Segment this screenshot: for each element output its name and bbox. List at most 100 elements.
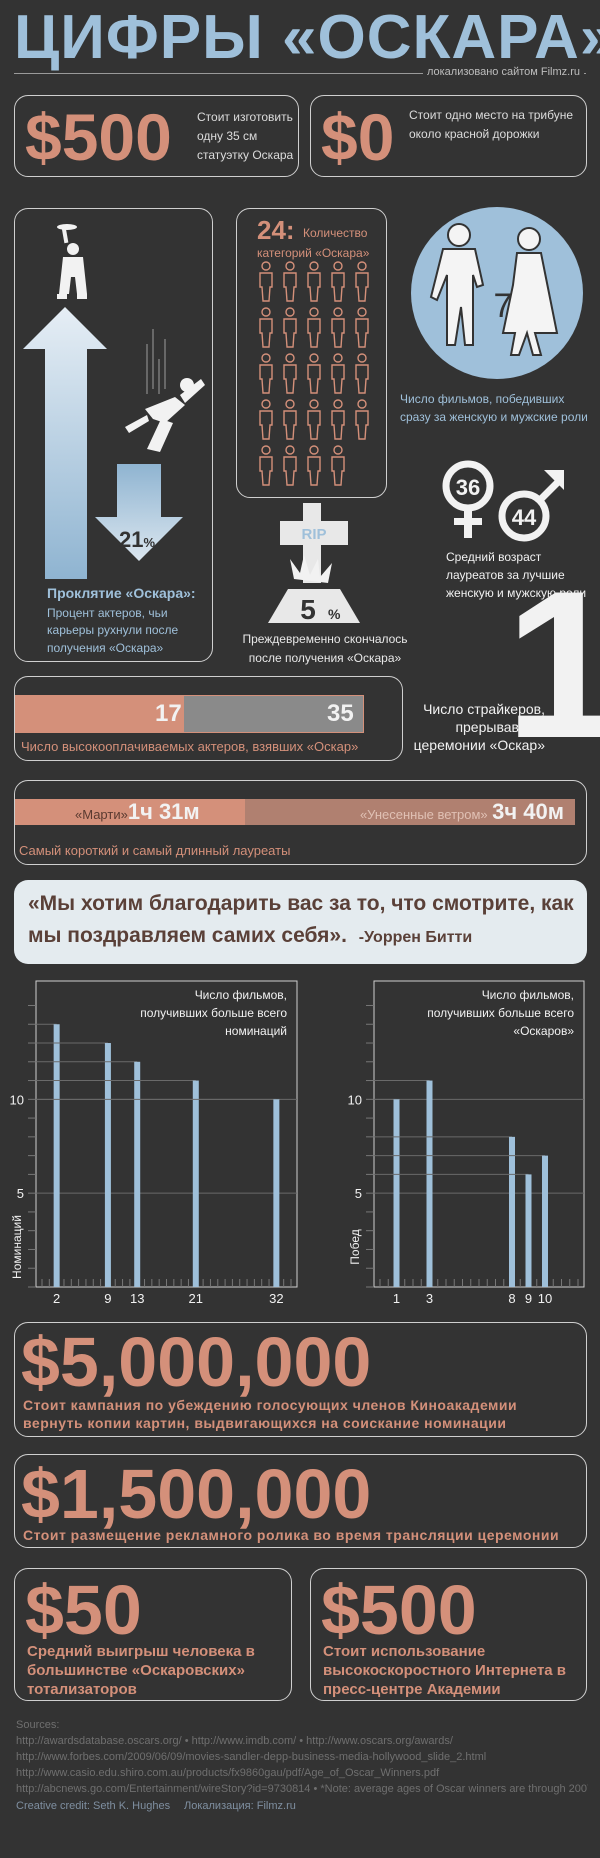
chart-bar <box>104 1043 111 1287</box>
runtime-short-bar <box>15 799 245 825</box>
campaign-cost-value: $5,000,000 <box>21 1323 372 1401</box>
chart-bar <box>525 1174 532 1287</box>
paid-actors-won: 17 <box>155 700 182 727</box>
female-symbol-icon: 36 <box>442 460 494 538</box>
statuette-cost-card: $500 Стоит изготовить одну 35 см статуэт… <box>14 95 299 177</box>
paid-actors-card: 17 35 Число высокооплачиваемых актеров, … <box>14 676 403 761</box>
both-roles-illustration: 7 <box>411 207 583 379</box>
person-icon <box>283 261 297 302</box>
runtime-caption: Самый короткий и самый длинный лауреаты <box>19 843 291 858</box>
chart-1: 5 10 2 9 13 21 32 Число фильмов, получивших боль… <box>10 980 298 1306</box>
both-roles-value: 7 <box>494 287 513 325</box>
x-tick-label: 10 <box>538 1291 552 1306</box>
localization-credit: локализовано сайтом Filmz.ru <box>422 66 584 78</box>
quote-body: «Мы хотим благодарить вас за то, что смо… <box>28 892 574 947</box>
statuette-cost-text: Стоит изготовить одну 35 см статуэтку Ос… <box>197 110 294 163</box>
y-tick-label: 10 <box>348 1092 362 1107</box>
chart-bar <box>53 1024 60 1287</box>
betting-value: $50 <box>25 1571 142 1649</box>
y-axis-label: Побед <box>348 1229 362 1264</box>
internet-cost-card: $500 Стоит использование высокоскоростно… <box>310 1568 587 1701</box>
chart-title: получивших больше всего <box>140 1006 287 1020</box>
runtime-short-name: «Марти» <box>75 807 128 822</box>
sources-line: http://www.casio.edu.shiro.com.au/produc… <box>16 1766 440 1779</box>
rip-label: RIP <box>301 526 326 543</box>
chart-title: «Оскаров» <box>513 1024 574 1038</box>
localization-footer: Локализация: Filmz.ru <box>184 1800 296 1812</box>
person-icon <box>259 399 273 440</box>
male-age-value: 44 <box>512 505 537 530</box>
person-icon <box>259 353 273 394</box>
y-axis-label: Номинаций <box>10 1215 24 1279</box>
x-tick-label: 8 <box>508 1291 515 1306</box>
oscar-curse-card: 21% Проклятие «Оскара»: Процент актеров,… <box>14 208 213 662</box>
internet-cost-value: $500 <box>321 1571 477 1649</box>
curse-text: Процент актеров, чьи карьеры рухнули пос… <box>47 606 179 655</box>
curse-illustration <box>23 224 205 579</box>
categories-card: 24: Количество категорий «Оскара» <box>236 208 387 498</box>
chart-2: 5 10 1 3 8 9 10 Число фильмов, получивших больше… <box>348 980 585 1306</box>
sources-label: Sources: <box>16 1719 60 1731</box>
paid-actors-total: 35 <box>327 700 354 727</box>
person-icon <box>331 445 345 486</box>
title-divider <box>14 73 586 74</box>
person-icon <box>307 261 321 302</box>
runtime-long-time: 3ч 40м <box>492 799 564 824</box>
person-icon <box>331 307 345 348</box>
page-title: ЦИФРЫ «ОСКАРА» <box>14 3 600 72</box>
person-icon <box>355 353 369 394</box>
y-tick-label: 10 <box>10 1092 24 1107</box>
curse-percent: 21% <box>119 527 155 553</box>
chart-bar <box>192 1080 199 1287</box>
female-age-value: 36 <box>456 475 480 500</box>
categories-value: 24: <box>257 215 295 245</box>
person-icon <box>355 261 369 302</box>
gender-ages-illustration: 36 44 <box>442 460 564 542</box>
strikes-text: Число страйкеров, прерывавших церемонии … <box>413 701 545 754</box>
x-tick-label: 9 <box>104 1291 111 1306</box>
person-icon <box>259 445 273 486</box>
chart-bar <box>273 1099 280 1287</box>
quote-text: «Мы хотим благодарить вас за то, что смо… <box>28 888 578 951</box>
runtime-long-label: «Унесенные ветром» 3ч 40м <box>360 799 564 825</box>
chart-bar <box>542 1155 548 1287</box>
x-tick-label: 32 <box>269 1291 283 1306</box>
person-icon <box>331 399 345 440</box>
commercial-cost-text: Стоит размещение рекламного ролика во вр… <box>23 1527 560 1543</box>
x-tick-label: 3 <box>426 1291 433 1306</box>
x-tick-label: 13 <box>130 1291 144 1306</box>
y-tick-label: 5 <box>355 1186 362 1201</box>
seat-cost-value: $0 <box>321 100 395 174</box>
person-icon <box>355 399 369 440</box>
person-icon <box>259 261 273 302</box>
chart-title: Число фильмов, <box>482 988 574 1002</box>
falling-man-icon <box>125 378 205 452</box>
person-icon <box>307 307 321 348</box>
x-tick-label: 21 <box>189 1291 203 1306</box>
curse-percent-sign: % <box>143 535 156 550</box>
person-icon <box>355 307 369 348</box>
betting-card: $50 Средний выигрыш человека в большинст… <box>14 1568 292 1701</box>
sources-line: http://abcnews.go.com/Entertainment/wire… <box>16 1782 588 1795</box>
categories-text: Количество категорий «Оскара» <box>257 226 370 261</box>
person-icon <box>307 399 321 440</box>
person-icon <box>331 261 345 302</box>
chart-bar <box>134 1061 141 1287</box>
categories-people-grid <box>259 261 369 486</box>
commercial-cost-value: $1,500,000 <box>21 1455 372 1533</box>
x-tick-label: 9 <box>525 1291 532 1306</box>
internet-cost-text: Стоит использование высокоскоростного Ин… <box>323 1643 567 1698</box>
seat-cost-card: $0 Стоит одно место на трибуне около кра… <box>310 95 587 177</box>
curse-title: Проклятие «Оскара»: <box>47 585 196 601</box>
statuette-cost-value: $500 <box>25 100 172 174</box>
curse-percent-value: 21 <box>119 527 144 552</box>
runtime-short-time: 1ч 31м <box>127 799 200 824</box>
x-tick-label: 1 <box>393 1291 400 1306</box>
sources-block: Sources: http://awardsdatabase.oscars.or… <box>16 1718 588 1798</box>
statuette-icon <box>57 224 87 299</box>
both-roles-text: Число фильмов, победивших сразу за женск… <box>400 392 588 424</box>
runtime-short-label: «Марти»1ч 31м <box>75 799 200 825</box>
chart-title: получивших больше всего <box>427 1006 574 1020</box>
y-tick-label: 5 <box>17 1186 24 1201</box>
